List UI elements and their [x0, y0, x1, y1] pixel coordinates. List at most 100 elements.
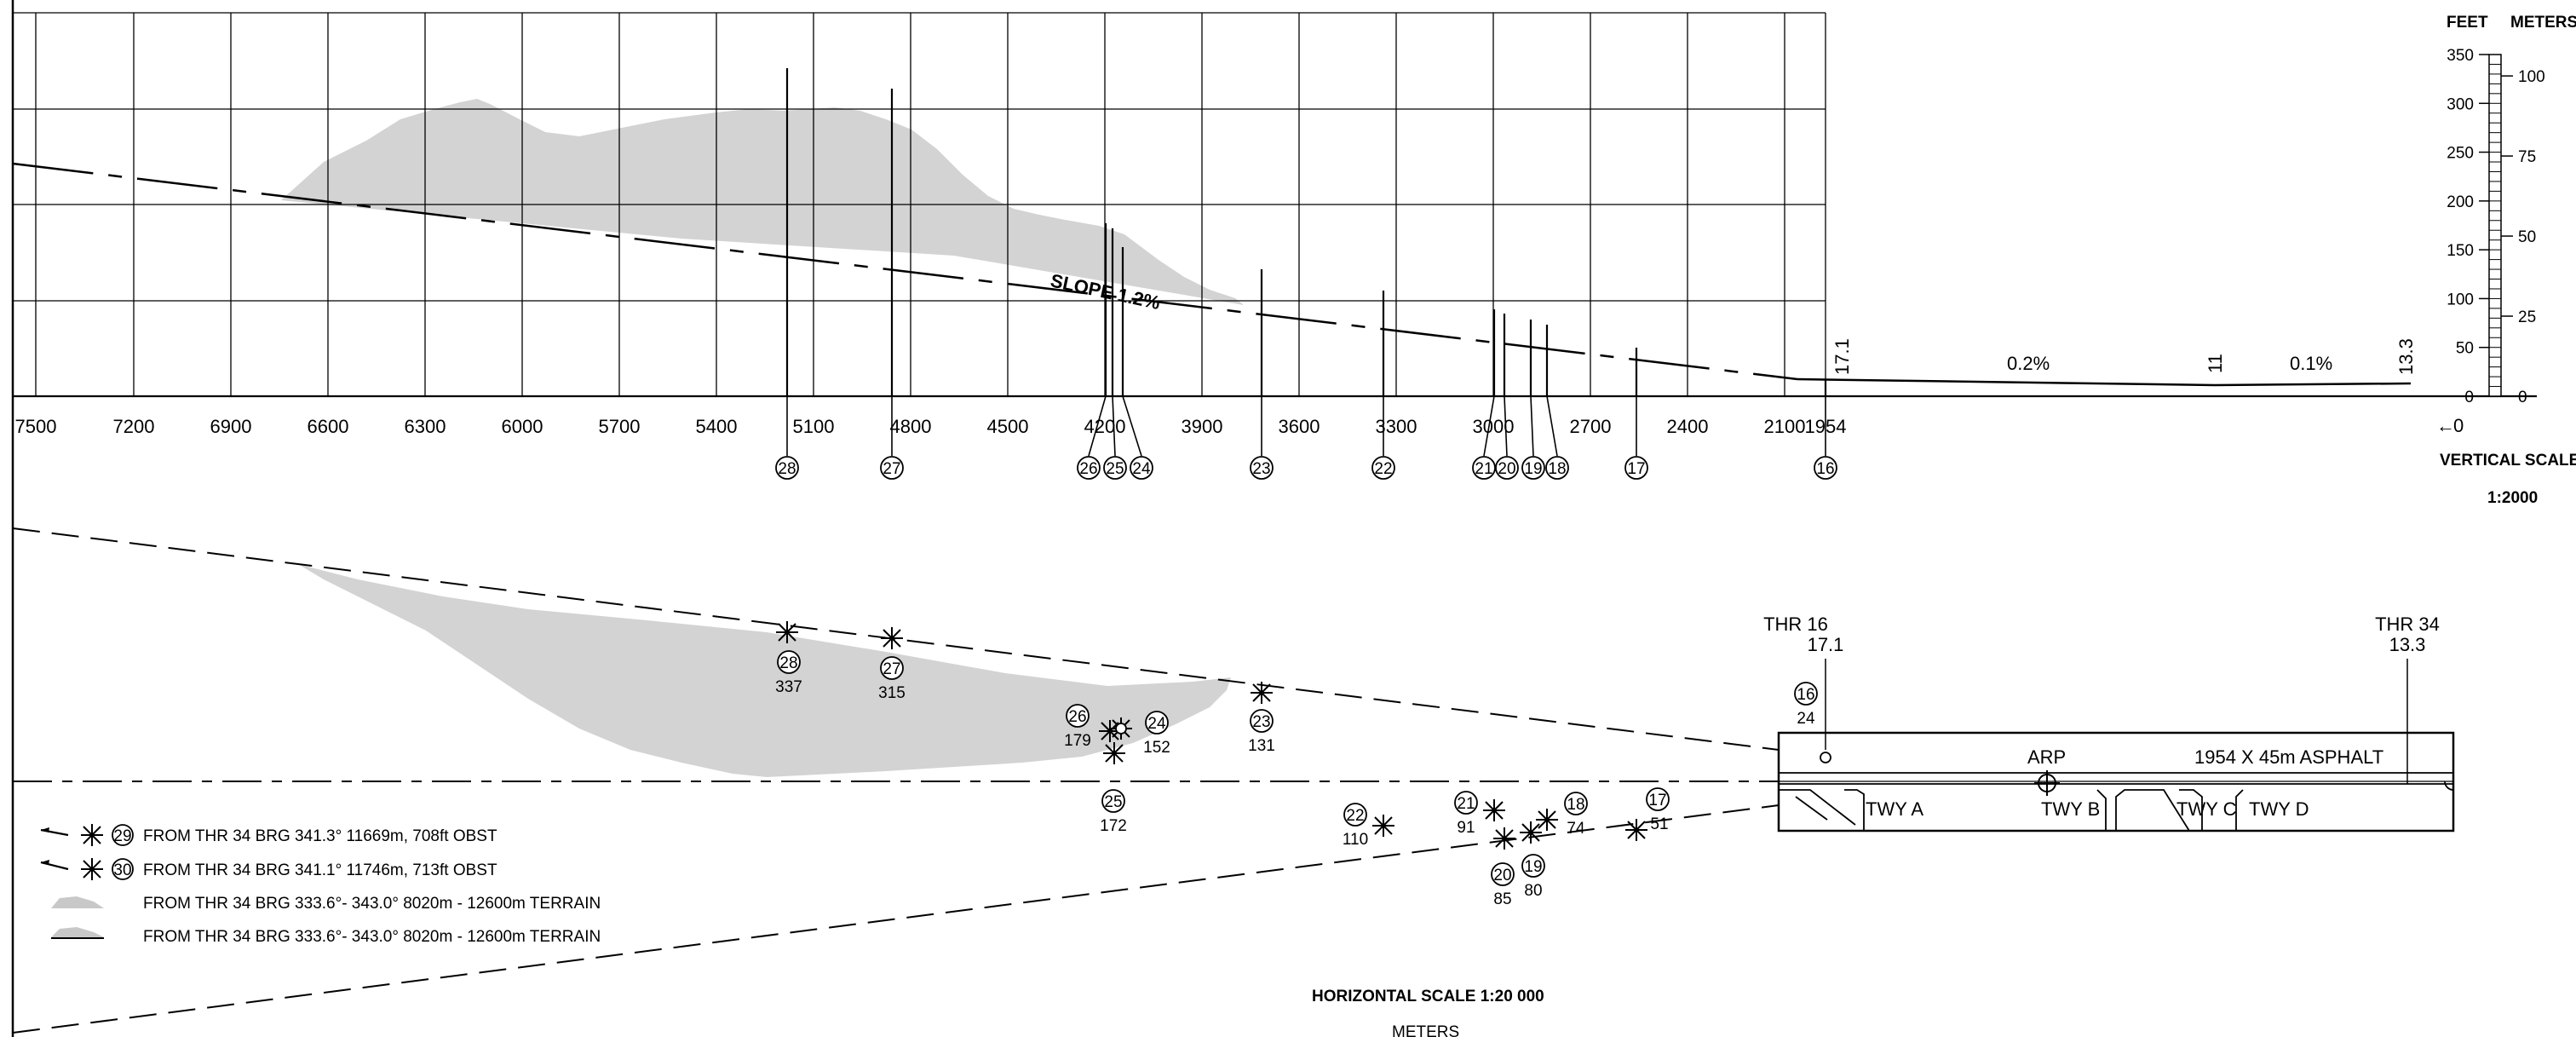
legend-num: 30	[113, 861, 131, 879]
thr34-elev-profile: 13.3	[2395, 338, 2417, 375]
arp-label: ARP	[2027, 746, 2066, 768]
legend-text: FROM THR 34 BRG 333.6°- 343.0° 8020m - 1…	[143, 895, 601, 913]
obstacle-num: 22	[1374, 460, 1392, 478]
obstacle-leader	[1112, 395, 1116, 457]
obstacle-elev: 337	[775, 678, 802, 696]
profile-obstacle-19: 19	[1521, 320, 1545, 480]
legend-item-29: 29 FROM THR 34 BRG 341.3° 11669m, 708ft …	[40, 824, 497, 846]
x-tick-label: 5400	[696, 416, 738, 437]
x-tick-label: 4200	[1084, 416, 1126, 437]
obstacle-num-circle	[1814, 456, 1837, 480]
obstacle-num: 23	[1252, 460, 1270, 478]
obstacle-num: 16	[1797, 686, 1814, 704]
x-tick-label: 7500	[15, 416, 57, 437]
obstacle-leader	[1546, 395, 1558, 457]
meter-tick-label: 0	[2518, 389, 2527, 406]
obstacle-num: 20	[1498, 460, 1515, 478]
profile-obstacle-27: 27	[880, 89, 904, 480]
meter-tick-label: 100	[2518, 68, 2545, 86]
profile-obstacle-25: 25	[1103, 228, 1127, 480]
runway-label: 1954 X 45m ASPHALT	[2194, 746, 2383, 768]
x-tick-label: 4500	[987, 416, 1029, 437]
x-tick-label: 2700	[1570, 416, 1612, 437]
plan-view: TWY A TWY B TWY C TWY D 1954 X 45m ASPHA…	[12, 527, 2455, 1034]
obstacle-num-circle	[1103, 456, 1127, 480]
obstacle-num: 18	[1548, 460, 1566, 478]
vertical-scale: FEET METERS 3503002502001501005001007550…	[2440, 14, 2576, 507]
obstacle-num-circle	[1145, 711, 1169, 735]
runway-end-turn	[2444, 781, 2454, 791]
obstacle-num: 27	[883, 660, 900, 678]
obstacle-num: 26	[1068, 708, 1086, 726]
obstacle-num-circle	[1491, 862, 1515, 886]
x-tick-label: 6900	[210, 416, 252, 437]
obstacle-num-circle	[777, 650, 801, 674]
obstacle-num: 26	[1079, 460, 1097, 478]
profile-obstacles: 28 27 26 25 24 23 22 21 20 19 18 17 16	[775, 68, 1837, 480]
obstacle-num-circle	[1624, 456, 1648, 480]
feet-tick-label: 150	[2447, 242, 2474, 260]
obstacle-leader	[1504, 395, 1508, 457]
obstacle-leader	[1122, 395, 1142, 457]
twy-a-shape	[1779, 789, 1865, 831]
obstacle-num-circle	[1250, 456, 1274, 480]
twy-b-label: TWY B	[2041, 798, 2100, 820]
obstacle-elev: 91	[1457, 819, 1475, 837]
obstacle-leader	[1088, 395, 1107, 457]
obstacle-num-circle	[1077, 456, 1101, 480]
x-tick-label: 2100	[1764, 416, 1806, 437]
obstacle-star-icon	[1251, 682, 1273, 704]
obstacle-num: 19	[1524, 858, 1542, 876]
horizontal-scale-title: HORIZONTAL SCALE 1:20 000	[1312, 988, 1544, 1005]
x-tick-label: 3000	[1473, 416, 1515, 437]
thr16-label: THR 16	[1763, 614, 1828, 635]
legend-text: FROM THR 34 BRG 341.1° 11746m, 713ft OBS…	[143, 861, 497, 879]
obstacle-elev: 51	[1650, 815, 1668, 833]
legend-num-circle	[112, 858, 134, 880]
meters-header: METERS	[2510, 14, 2576, 32]
obstacle-num-circle	[1343, 803, 1367, 827]
feet-tick-label: 100	[2447, 291, 2474, 308]
vertical-scale-title: VERTICAL SCALE	[2440, 452, 2576, 470]
profile-obstacle-20: 20	[1495, 314, 1519, 480]
obstacle-elev: 152	[1143, 739, 1170, 757]
legend-text: FROM THR 34 BRG 333.6°- 343.0° 8020m - 1…	[143, 928, 601, 946]
obstacle-num: 20	[1493, 867, 1511, 884]
obstacle-star-icon	[1372, 815, 1394, 837]
feet-tick-label: 350	[2447, 47, 2474, 65]
arp-icon	[2034, 770, 2060, 796]
obstacle-num-circle	[1646, 787, 1670, 811]
obstacle-star-icon	[881, 627, 903, 649]
obstacle-leader	[1530, 395, 1534, 457]
profile-obstacle-24: 24	[1121, 247, 1153, 480]
slope-b-label: 0.1%	[2290, 353, 2332, 374]
obstacle-elev: 131	[1248, 737, 1275, 755]
obstacle-star-icon	[81, 858, 103, 880]
funnel-lower	[12, 804, 1780, 1034]
obstacle-elev: 24	[1797, 710, 1815, 728]
obstacle-num: 25	[1106, 460, 1124, 478]
x-tick-label: 3300	[1376, 416, 1417, 437]
twy-c-shape	[2115, 789, 2203, 832]
legend-item-30: 30 FROM THR 34 BRG 341.1° 11746m, 713ft …	[40, 858, 497, 880]
obstacle-num-circle	[1066, 704, 1090, 728]
obstacle-num-circle	[1794, 682, 1818, 706]
obstacle-num: 23	[1252, 713, 1270, 731]
obstacle-num: 28	[779, 654, 797, 672]
obstacle-num-circle	[880, 656, 904, 680]
obstacle-num-circle	[1371, 456, 1395, 480]
obstacle-num-circle	[1521, 854, 1545, 878]
approach-slope-line	[12, 162, 1798, 381]
obstacle-star-icon	[1625, 819, 1647, 841]
obstacle-num-circle	[775, 456, 799, 480]
x-tick-label: 2400	[1667, 416, 1709, 437]
thr34-elev: 13.3	[2389, 634, 2426, 655]
obstacle-num-circle	[1472, 456, 1496, 480]
